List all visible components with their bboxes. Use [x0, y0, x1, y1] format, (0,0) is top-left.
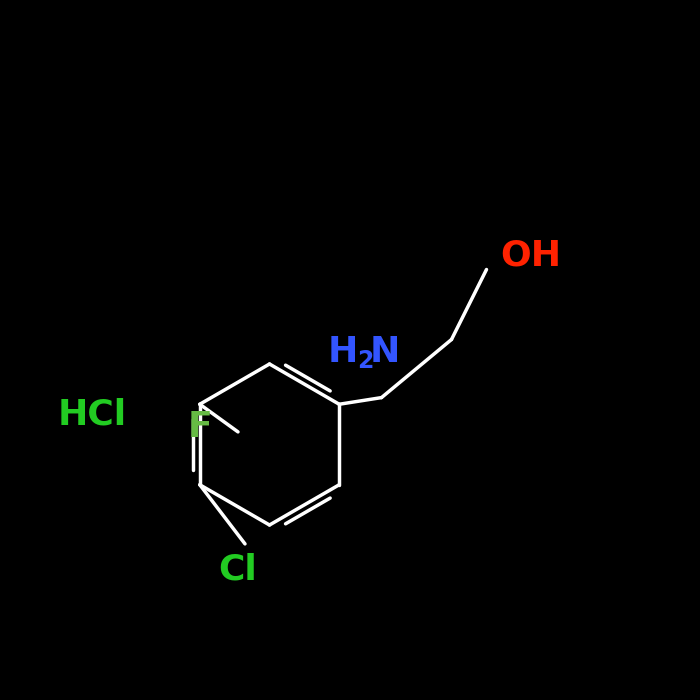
- Text: 2: 2: [357, 349, 373, 372]
- Text: N: N: [370, 335, 400, 369]
- Text: H: H: [328, 335, 358, 369]
- Text: OH: OH: [500, 239, 561, 272]
- Text: Cl: Cl: [218, 553, 258, 587]
- Text: HCl: HCl: [57, 398, 127, 431]
- Text: F: F: [188, 410, 212, 444]
